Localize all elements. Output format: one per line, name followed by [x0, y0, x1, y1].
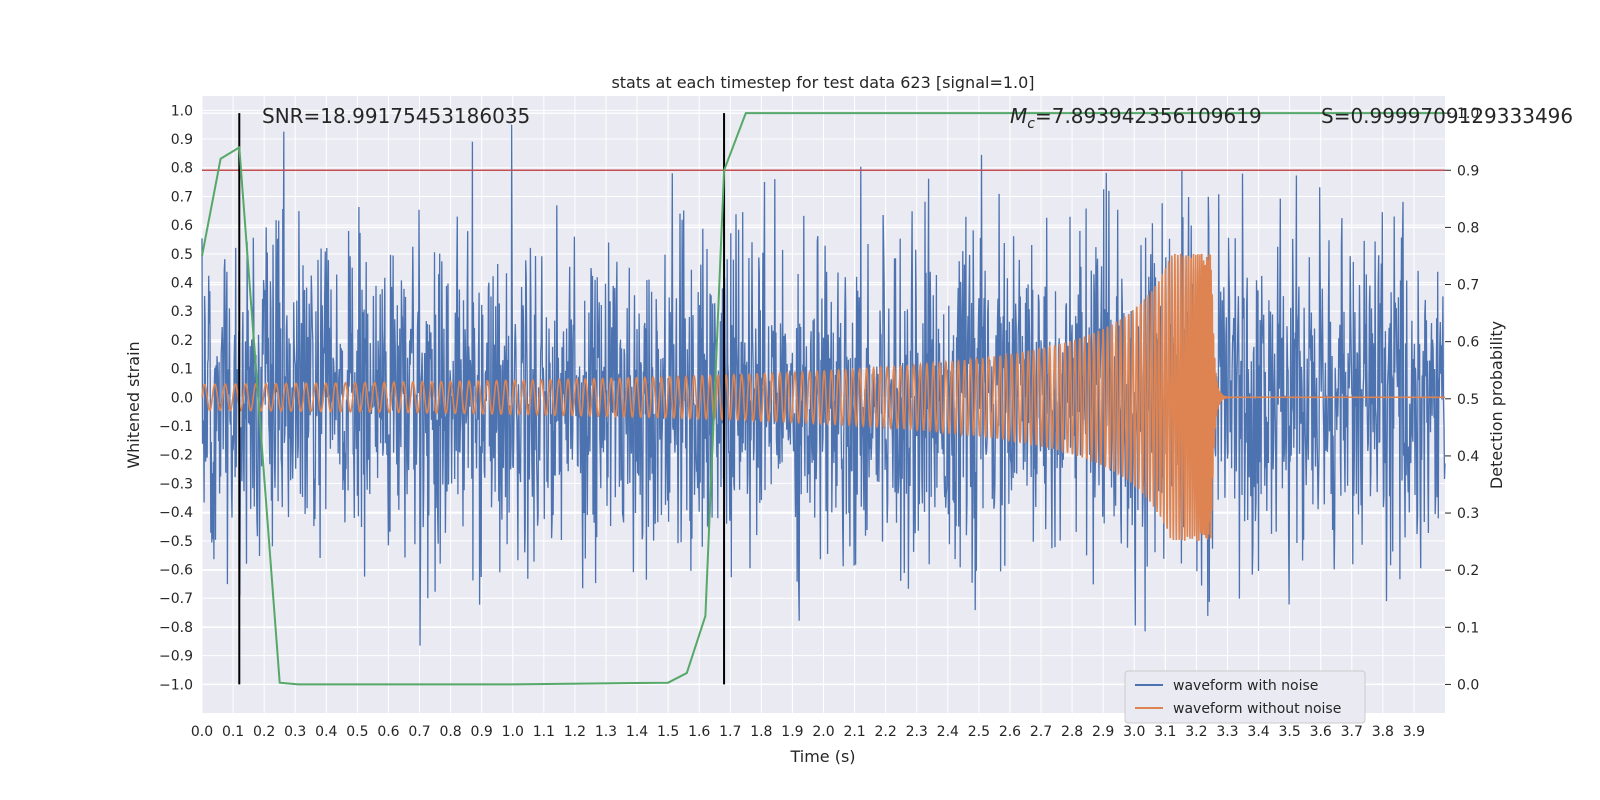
y-right-tick-label: 0.2 [1457, 563, 1479, 579]
series-line-probability [201, 112, 1445, 686]
x-tick-label: 3.9 [1403, 724, 1425, 740]
y-left-tick-label: 0.7 [171, 189, 193, 205]
x-tick-label: 0.2 [253, 724, 275, 740]
x-tick-label: 0.8 [439, 724, 461, 740]
x-tick-label: 0.5 [346, 724, 368, 740]
legend-label-noise: waveform with noise [1173, 678, 1318, 694]
x-tick-label: 1.4 [626, 724, 648, 740]
x-tick-label: 1.0 [502, 724, 524, 740]
legend-box [1124, 670, 1366, 724]
x-tick-label: 3.0 [1123, 724, 1145, 740]
mc-value: =7.893942356109619 [1035, 104, 1262, 128]
y-left-tick-label: 0.6 [171, 218, 193, 234]
y-left-tick-label: −0.7 [159, 591, 193, 607]
y-left-tick-label: 0.0 [171, 390, 193, 406]
y-left-tick-label: 0.5 [171, 247, 193, 263]
y-left-axis-label: Whitened strain [124, 341, 143, 468]
x-tick-label: 2.7 [1030, 724, 1052, 740]
plot-area [201, 112, 1446, 686]
y-left-tick-label: 0.4 [171, 276, 193, 292]
y-left-tick-label: −0.1 [159, 419, 193, 435]
y-right-tick-label: 0.9 [1457, 163, 1479, 179]
y-right-tick-label: 1.0 [1457, 106, 1479, 122]
y-left-tick-label: −0.8 [159, 620, 193, 636]
series-line-clean [201, 253, 1445, 541]
y-right-tick-label: 0.7 [1457, 278, 1479, 294]
x-tick-label: 2.1 [843, 724, 865, 740]
x-tick-label: 1.7 [719, 724, 741, 740]
x-tick-label: 0.4 [315, 724, 337, 740]
mc-annotation: Mc=7.893942356109619 [1010, 104, 1262, 132]
x-tick-label: 2.6 [999, 724, 1021, 740]
x-tick-label: 2.5 [968, 724, 990, 740]
x-tick-label: 0.3 [284, 724, 306, 740]
y-right-axis-ticks: 1.0 0.9 0.8 0.7 0.6 0.5 0.4 0.3 0.2 0.1 0.0 [1445, 106, 1479, 693]
y-right-tick-label: 0.0 [1457, 677, 1479, 693]
y-right-tick-label: 0.6 [1457, 335, 1479, 351]
x-tick-label: 2.9 [1092, 724, 1114, 740]
x-tick-label: 3.2 [1185, 724, 1207, 740]
x-tick-label: 1.1 [533, 724, 555, 740]
x-axis-label: Time (s) [789, 747, 855, 766]
y-right-axis-label: Detection probability [1487, 321, 1506, 489]
x-tick-label: 3.8 [1372, 724, 1394, 740]
x-tick-label: 3.7 [1341, 724, 1363, 740]
x-tick-label: 2.8 [1061, 724, 1083, 740]
y-left-tick-label: −0.6 [159, 563, 193, 579]
y-left-tick-label: −0.9 [159, 649, 193, 665]
y-left-tick-label: 0.2 [171, 333, 193, 349]
y-left-tick-label: 1.0 [171, 103, 193, 119]
mc-subscript: c [1027, 116, 1035, 132]
y-left-tick-label: −1.0 [159, 677, 193, 693]
mc-symbol: M [1010, 104, 1027, 128]
y-right-tick-label: 0.1 [1457, 620, 1479, 636]
x-tick-label: 3.4 [1247, 724, 1269, 740]
x-tick-label: 0.7 [408, 724, 430, 740]
x-tick-label: 0.1 [222, 724, 244, 740]
y-left-tick-label: 0.8 [171, 161, 193, 177]
y-left-tick-label: 0.9 [171, 132, 193, 148]
x-tick-label: 1.2 [564, 724, 586, 740]
legend-label-clean: waveform without noise [1173, 701, 1341, 717]
y-left-axis-ticks: 1.0 0.9 0.8 0.7 0.6 0.5 0.4 0.3 0.2 0.1 0.0 −0.1 −0.… [159, 103, 193, 693]
x-tick-label: 3.5 [1278, 724, 1300, 740]
y-left-tick-label: 0.1 [171, 362, 193, 378]
x-tick-label: 2.0 [812, 724, 834, 740]
x-tick-label: 2.4 [937, 724, 959, 740]
y-right-tick-label: 0.8 [1457, 220, 1479, 236]
x-tick-label: 1.3 [595, 724, 617, 740]
x-tick-label: 3.6 [1310, 724, 1332, 740]
chart-title: stats at each timestep for test data 623… [611, 73, 1034, 92]
s-annotation: S=0.9999709129333496 [1321, 104, 1573, 128]
x-tick-label: 1.6 [688, 724, 710, 740]
x-tick-label: 3.3 [1216, 724, 1238, 740]
y-left-tick-label: −0.3 [159, 476, 193, 492]
x-tick-label: 0.9 [471, 724, 493, 740]
series-line-noise [201, 124, 1446, 646]
y-left-tick-label: −0.4 [159, 505, 193, 521]
snr-annotation: SNR=18.99175453186035 [262, 104, 530, 128]
x-tick-label: 2.3 [906, 724, 928, 740]
y-left-tick-label: −0.2 [159, 448, 193, 464]
y-left-tick-label: 0.3 [171, 304, 193, 320]
y-left-tick-label: −0.5 [159, 534, 193, 550]
x-tick-label: 0.0 [191, 724, 213, 740]
x-axis-ticks: 0.0 0.1 0.2 0.3 0.4 0.5 0.6 0.7 0.8 0.9 1.0 1.1 1.2 1… [191, 724, 1425, 740]
y-right-tick-label: 0.4 [1457, 449, 1479, 465]
x-tick-label: 3.1 [1154, 724, 1176, 740]
y-right-tick-label: 0.3 [1457, 506, 1479, 522]
x-tick-label: 2.2 [875, 724, 897, 740]
x-tick-label: 0.6 [377, 724, 399, 740]
legend: waveform with noise waveform without noi… [1124, 670, 1366, 724]
x-tick-label: 1.8 [750, 724, 772, 740]
y-right-tick-label: 0.5 [1457, 392, 1479, 408]
x-tick-label: 1.5 [657, 724, 679, 740]
x-tick-label: 1.9 [781, 724, 803, 740]
